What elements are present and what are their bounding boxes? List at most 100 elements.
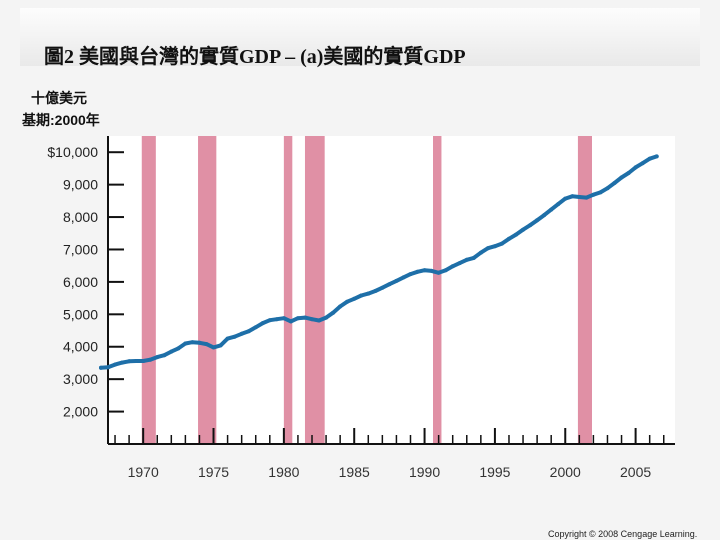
data-point bbox=[654, 154, 659, 159]
x-tick-label: 1970 bbox=[128, 464, 159, 480]
data-point bbox=[295, 316, 300, 321]
data-point bbox=[99, 365, 103, 370]
recession-bar-2 bbox=[198, 136, 217, 444]
data-point bbox=[415, 269, 420, 274]
data-point bbox=[563, 196, 568, 201]
y-tick-label: 3,000 bbox=[63, 371, 98, 387]
data-point bbox=[106, 365, 110, 370]
y-tick-label: 4,000 bbox=[63, 339, 98, 355]
y-tick-label: 2,000 bbox=[63, 404, 98, 420]
recession-bar-1 bbox=[141, 136, 156, 444]
data-point bbox=[366, 291, 371, 296]
data-point bbox=[556, 202, 561, 207]
data-point bbox=[507, 236, 511, 241]
data-point bbox=[239, 331, 244, 336]
data-point bbox=[246, 329, 251, 334]
data-point bbox=[176, 346, 181, 351]
data-point bbox=[113, 362, 117, 367]
data-point bbox=[499, 241, 504, 246]
data-point bbox=[345, 299, 350, 304]
data-point bbox=[528, 223, 533, 228]
data-point bbox=[640, 161, 645, 166]
data-point bbox=[429, 268, 434, 273]
data-point bbox=[134, 359, 139, 363]
data-point bbox=[401, 275, 406, 280]
data-point bbox=[577, 195, 582, 199]
recession-bar-4 bbox=[304, 136, 325, 444]
data-point bbox=[394, 278, 399, 283]
x-tick-label: 1980 bbox=[268, 464, 299, 480]
x-tick-label: 1990 bbox=[409, 464, 440, 480]
data-point bbox=[443, 268, 448, 273]
y-base-year-label: 基期:2000年 bbox=[22, 112, 100, 128]
recession-bar-6 bbox=[577, 136, 592, 444]
data-point bbox=[317, 318, 321, 323]
data-point bbox=[450, 264, 455, 269]
tick-labels: $10,000 9,000 8,000 7,000 6,000 5,000 4,000 3,0… bbox=[47, 144, 651, 480]
x-tick-label: 2005 bbox=[620, 464, 651, 480]
data-point bbox=[211, 345, 216, 350]
data-point bbox=[570, 194, 575, 199]
data-point bbox=[591, 192, 596, 197]
data-point bbox=[190, 340, 195, 345]
data-point bbox=[521, 227, 525, 232]
y-tick-label: $10,000 bbox=[47, 144, 98, 160]
data-point bbox=[120, 360, 125, 365]
y-tick-label: 5,000 bbox=[63, 306, 98, 322]
data-point bbox=[267, 318, 272, 323]
data-point bbox=[633, 165, 638, 170]
data-point bbox=[253, 325, 258, 330]
data-point bbox=[338, 304, 343, 309]
data-point bbox=[422, 268, 427, 273]
data-point bbox=[155, 355, 160, 360]
data-point bbox=[324, 315, 329, 320]
data-point bbox=[352, 296, 357, 301]
data-point bbox=[584, 195, 589, 200]
data-point bbox=[492, 244, 497, 249]
data-point bbox=[471, 255, 476, 260]
data-point bbox=[612, 181, 617, 185]
title-panel bbox=[20, 8, 700, 66]
x-tick-label: 1995 bbox=[479, 464, 510, 480]
data-point bbox=[331, 310, 336, 315]
series-layer bbox=[99, 154, 659, 370]
data-point bbox=[436, 270, 441, 275]
data-point bbox=[380, 285, 385, 290]
page-title: 圖2 美國與台灣的實質GDP – (a)美國的實質GDP bbox=[44, 46, 466, 68]
recession-bar-5 bbox=[433, 136, 442, 444]
data-point bbox=[619, 175, 624, 180]
y-tick-label: 9,000 bbox=[63, 177, 98, 193]
data-point bbox=[162, 353, 167, 358]
data-point bbox=[274, 317, 279, 322]
x-tick-label: 1975 bbox=[198, 464, 229, 480]
data-point bbox=[598, 190, 603, 195]
data-point bbox=[464, 257, 469, 262]
data-point bbox=[148, 357, 153, 362]
copyright-notice: Copyright © 2008 Cengage Learning. bbox=[548, 529, 698, 539]
y-tick-label: 8,000 bbox=[63, 209, 98, 225]
data-point bbox=[260, 321, 265, 326]
data-point bbox=[408, 272, 413, 277]
data-point bbox=[183, 341, 188, 346]
data-point bbox=[605, 186, 610, 191]
data-point bbox=[387, 282, 392, 287]
data-point bbox=[218, 343, 223, 348]
data-point bbox=[169, 349, 174, 354]
data-point bbox=[359, 293, 364, 298]
y-unit-label: 十億美元 bbox=[31, 90, 87, 106]
data-point bbox=[127, 359, 132, 364]
data-point bbox=[303, 315, 307, 320]
data-point bbox=[204, 342, 209, 347]
data-point bbox=[549, 207, 554, 212]
data-point bbox=[535, 218, 540, 223]
recession-bar-3 bbox=[283, 136, 293, 444]
data-point bbox=[310, 317, 314, 322]
axes bbox=[107, 136, 675, 445]
data-point bbox=[225, 336, 230, 341]
data-point bbox=[542, 213, 547, 218]
x-tick-label: 1985 bbox=[339, 464, 370, 480]
data-point bbox=[647, 156, 652, 161]
data-point bbox=[514, 232, 518, 237]
data-point bbox=[478, 250, 483, 255]
